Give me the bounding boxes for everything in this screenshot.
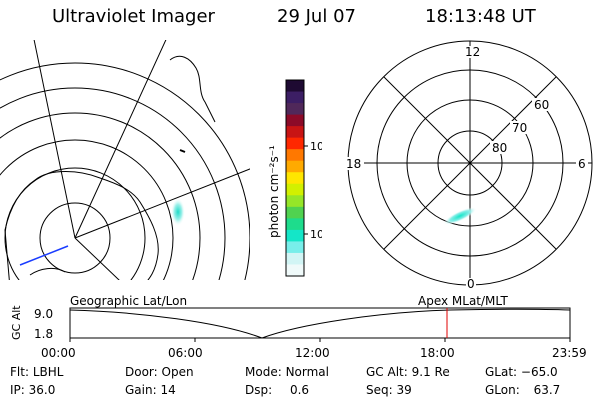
meridian-line bbox=[74, 40, 167, 239]
date-label: 29 Jul 07 bbox=[277, 6, 356, 27]
track-line bbox=[19, 245, 69, 266]
altitude-timeline: GC Alt 9.0 1.8 bbox=[10, 305, 571, 342]
coastline bbox=[179, 149, 186, 153]
colorbar-segment bbox=[286, 91, 304, 104]
colorbar-segment bbox=[286, 241, 304, 254]
mlt-label-0: 0 bbox=[467, 277, 475, 290]
colorbar: 100 10 photon cm⁻²s⁻¹ bbox=[267, 79, 322, 277]
geographic-title: Geographic Lat/Lon bbox=[70, 294, 188, 308]
mlt-label-12: 12 bbox=[465, 45, 480, 59]
colorbar-segment bbox=[286, 103, 304, 116]
colorbar-segment bbox=[286, 137, 304, 150]
colorbar-segment bbox=[286, 264, 304, 277]
x-tick: 00:00 bbox=[41, 346, 76, 360]
polar-axis bbox=[383, 76, 557, 250]
auroral-emission bbox=[171, 198, 185, 226]
instrument-title: Ultraviolet Imager bbox=[52, 6, 215, 27]
colorbar-segment bbox=[286, 218, 304, 231]
colorbar-tick: 10 bbox=[310, 228, 322, 241]
lat-label-80: 80 bbox=[492, 141, 507, 155]
colorbar-segment bbox=[286, 229, 304, 243]
meridian-line bbox=[74, 237, 120, 280]
lat-circle bbox=[39, 202, 111, 274]
geographic-map bbox=[0, 40, 250, 280]
colorbar-frame bbox=[285, 79, 305, 277]
info-dsp: Dsp: 0.6 bbox=[245, 383, 310, 397]
lat-circle bbox=[4, 167, 146, 280]
mlt-label-6: 6 bbox=[578, 157, 586, 171]
lat-circle bbox=[0, 112, 201, 280]
colorbar-segment bbox=[286, 114, 304, 127]
coastline bbox=[4, 171, 159, 280]
colorbar-segment bbox=[286, 172, 304, 185]
colorbar-unit-label: photon cm⁻²s⁻¹ bbox=[267, 145, 281, 238]
y-axis-label: GC Alt bbox=[10, 305, 23, 340]
info-mode: Mode: Normal bbox=[245, 365, 329, 379]
x-tick: 23:59 bbox=[552, 346, 587, 360]
lat-label-70: 70 bbox=[512, 121, 527, 135]
info-gc-alt: GC Alt: 9.1 Re bbox=[366, 365, 450, 379]
lat-label-60: 60 bbox=[534, 98, 549, 112]
colorbar-segment bbox=[286, 149, 304, 162]
mlt-label-18: 18 bbox=[346, 157, 361, 171]
info-gain: Gain: 14 bbox=[125, 383, 176, 397]
info-flt: Flt: LBHL bbox=[10, 365, 64, 379]
colorbar-stack bbox=[286, 80, 304, 277]
x-tick: 06:00 bbox=[168, 346, 203, 360]
info-glon: GLon: 63.7 bbox=[485, 383, 561, 397]
colorbar-segment bbox=[286, 160, 304, 173]
colorbar-segment bbox=[286, 206, 304, 219]
colorbar-segment bbox=[286, 80, 304, 93]
coastline bbox=[169, 55, 216, 123]
colorbar-segment bbox=[286, 126, 304, 139]
colorbar-tick: 100 bbox=[310, 140, 322, 153]
y-tick: 1.8 bbox=[34, 327, 53, 341]
x-tick: 18:00 bbox=[420, 346, 455, 360]
y-tick: 9.0 bbox=[34, 307, 53, 321]
x-tick: 12:00 bbox=[295, 346, 330, 360]
meridian-line bbox=[74, 168, 250, 239]
time-label: 18:13:48 UT bbox=[425, 6, 536, 27]
auroral-emission bbox=[443, 207, 477, 225]
colorbar-segment bbox=[286, 183, 304, 196]
apex-title: Apex MLat/MLT bbox=[418, 294, 508, 308]
colorbar-segment bbox=[286, 252, 304, 266]
lat-circle bbox=[0, 62, 250, 280]
info-ip: IP: 36.0 bbox=[10, 383, 56, 397]
info-glat: GLat: −65.0 bbox=[485, 365, 558, 379]
info-door: Door: Open bbox=[125, 365, 194, 379]
coastline bbox=[29, 267, 66, 276]
meridian-line bbox=[33, 40, 76, 239]
info-seq: Seq: 39 bbox=[366, 383, 412, 397]
colorbar-segment bbox=[286, 195, 304, 208]
polar-plot: 12 18 6 0 60 70 80 bbox=[344, 40, 593, 290]
altitude-curve bbox=[69, 308, 571, 339]
lat-circle bbox=[0, 87, 226, 280]
lat-circle bbox=[0, 139, 174, 280]
